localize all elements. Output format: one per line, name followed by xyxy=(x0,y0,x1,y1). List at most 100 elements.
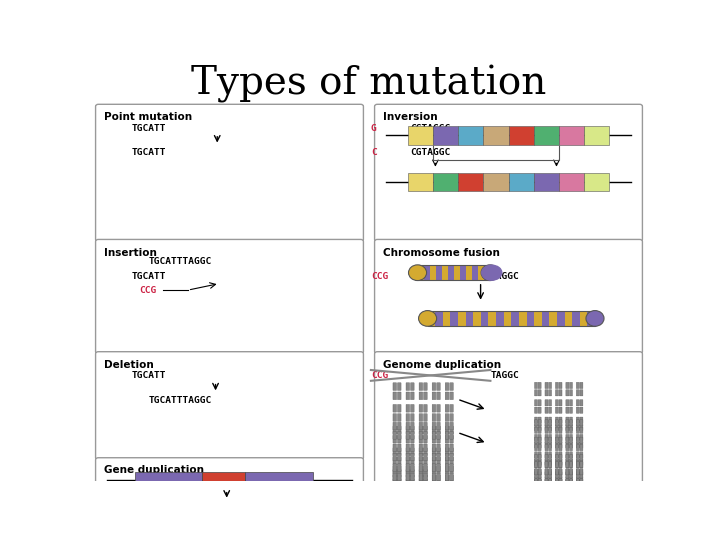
Bar xyxy=(534,311,541,326)
FancyBboxPatch shape xyxy=(436,435,440,443)
FancyBboxPatch shape xyxy=(566,407,569,413)
FancyBboxPatch shape xyxy=(576,382,580,389)
Bar xyxy=(430,265,436,280)
FancyBboxPatch shape xyxy=(570,469,572,475)
FancyBboxPatch shape xyxy=(406,435,410,443)
Text: Insertion: Insertion xyxy=(104,248,157,258)
FancyBboxPatch shape xyxy=(419,383,423,390)
FancyBboxPatch shape xyxy=(580,503,583,510)
FancyBboxPatch shape xyxy=(432,453,436,461)
FancyBboxPatch shape xyxy=(423,465,427,474)
FancyBboxPatch shape xyxy=(570,437,572,443)
FancyBboxPatch shape xyxy=(555,420,559,426)
FancyBboxPatch shape xyxy=(549,486,552,492)
FancyBboxPatch shape xyxy=(570,400,572,406)
FancyBboxPatch shape xyxy=(406,383,410,390)
FancyBboxPatch shape xyxy=(450,497,454,504)
FancyBboxPatch shape xyxy=(570,514,572,520)
FancyBboxPatch shape xyxy=(576,532,580,538)
FancyBboxPatch shape xyxy=(576,511,580,517)
FancyBboxPatch shape xyxy=(580,497,583,503)
FancyBboxPatch shape xyxy=(436,538,440,540)
FancyBboxPatch shape xyxy=(566,469,569,475)
FancyBboxPatch shape xyxy=(566,472,569,478)
FancyBboxPatch shape xyxy=(538,531,541,537)
FancyBboxPatch shape xyxy=(406,422,410,430)
FancyBboxPatch shape xyxy=(549,515,552,521)
FancyBboxPatch shape xyxy=(576,521,580,528)
FancyBboxPatch shape xyxy=(432,383,436,390)
FancyBboxPatch shape xyxy=(559,382,562,389)
FancyBboxPatch shape xyxy=(555,531,559,537)
FancyBboxPatch shape xyxy=(419,512,423,520)
FancyBboxPatch shape xyxy=(534,469,538,475)
FancyBboxPatch shape xyxy=(580,507,583,514)
FancyBboxPatch shape xyxy=(555,390,559,396)
FancyBboxPatch shape xyxy=(393,383,397,390)
FancyBboxPatch shape xyxy=(570,479,572,485)
FancyBboxPatch shape xyxy=(566,434,569,441)
FancyBboxPatch shape xyxy=(410,538,414,540)
FancyBboxPatch shape xyxy=(570,487,572,492)
FancyBboxPatch shape xyxy=(432,392,436,400)
FancyBboxPatch shape xyxy=(397,479,401,487)
FancyBboxPatch shape xyxy=(576,444,580,451)
FancyBboxPatch shape xyxy=(432,457,436,465)
Bar xyxy=(423,265,430,280)
FancyBboxPatch shape xyxy=(545,514,548,519)
FancyBboxPatch shape xyxy=(570,532,572,538)
FancyBboxPatch shape xyxy=(555,437,559,443)
FancyBboxPatch shape xyxy=(406,414,410,421)
FancyBboxPatch shape xyxy=(397,414,401,421)
FancyBboxPatch shape xyxy=(445,464,449,471)
FancyBboxPatch shape xyxy=(559,390,562,396)
FancyBboxPatch shape xyxy=(559,521,562,528)
FancyBboxPatch shape xyxy=(436,534,440,540)
FancyBboxPatch shape xyxy=(580,476,583,483)
Bar xyxy=(478,265,484,280)
FancyBboxPatch shape xyxy=(534,538,538,540)
FancyBboxPatch shape xyxy=(419,422,423,430)
FancyBboxPatch shape xyxy=(393,479,397,487)
FancyBboxPatch shape xyxy=(534,444,538,451)
FancyBboxPatch shape xyxy=(432,529,436,537)
FancyBboxPatch shape xyxy=(576,504,580,510)
FancyBboxPatch shape xyxy=(570,503,572,510)
Text: Chromosome fusion: Chromosome fusion xyxy=(383,248,500,258)
FancyBboxPatch shape xyxy=(432,448,436,456)
FancyBboxPatch shape xyxy=(538,417,541,423)
FancyBboxPatch shape xyxy=(570,452,572,458)
FancyBboxPatch shape xyxy=(566,486,569,492)
FancyBboxPatch shape xyxy=(576,437,580,443)
FancyBboxPatch shape xyxy=(406,457,410,465)
FancyBboxPatch shape xyxy=(432,435,436,443)
FancyBboxPatch shape xyxy=(538,496,541,502)
FancyBboxPatch shape xyxy=(393,488,397,495)
FancyBboxPatch shape xyxy=(555,455,559,461)
FancyBboxPatch shape xyxy=(397,512,401,520)
FancyBboxPatch shape xyxy=(580,531,583,537)
FancyBboxPatch shape xyxy=(570,427,572,433)
FancyBboxPatch shape xyxy=(545,459,548,465)
FancyBboxPatch shape xyxy=(397,509,401,517)
FancyBboxPatch shape xyxy=(450,464,454,471)
FancyBboxPatch shape xyxy=(397,457,401,465)
FancyBboxPatch shape xyxy=(423,503,427,511)
FancyBboxPatch shape xyxy=(538,469,541,475)
FancyBboxPatch shape xyxy=(545,400,548,406)
FancyBboxPatch shape xyxy=(406,488,410,495)
Bar xyxy=(460,265,466,280)
FancyBboxPatch shape xyxy=(549,424,552,430)
FancyBboxPatch shape xyxy=(545,479,548,485)
FancyBboxPatch shape xyxy=(555,469,559,475)
Bar xyxy=(433,126,459,145)
FancyBboxPatch shape xyxy=(555,427,559,433)
FancyBboxPatch shape xyxy=(534,531,538,537)
FancyBboxPatch shape xyxy=(450,538,454,540)
FancyBboxPatch shape xyxy=(410,457,414,465)
FancyBboxPatch shape xyxy=(419,464,423,471)
FancyBboxPatch shape xyxy=(549,511,552,517)
FancyBboxPatch shape xyxy=(393,426,397,434)
FancyBboxPatch shape xyxy=(436,422,440,430)
FancyBboxPatch shape xyxy=(566,452,569,458)
